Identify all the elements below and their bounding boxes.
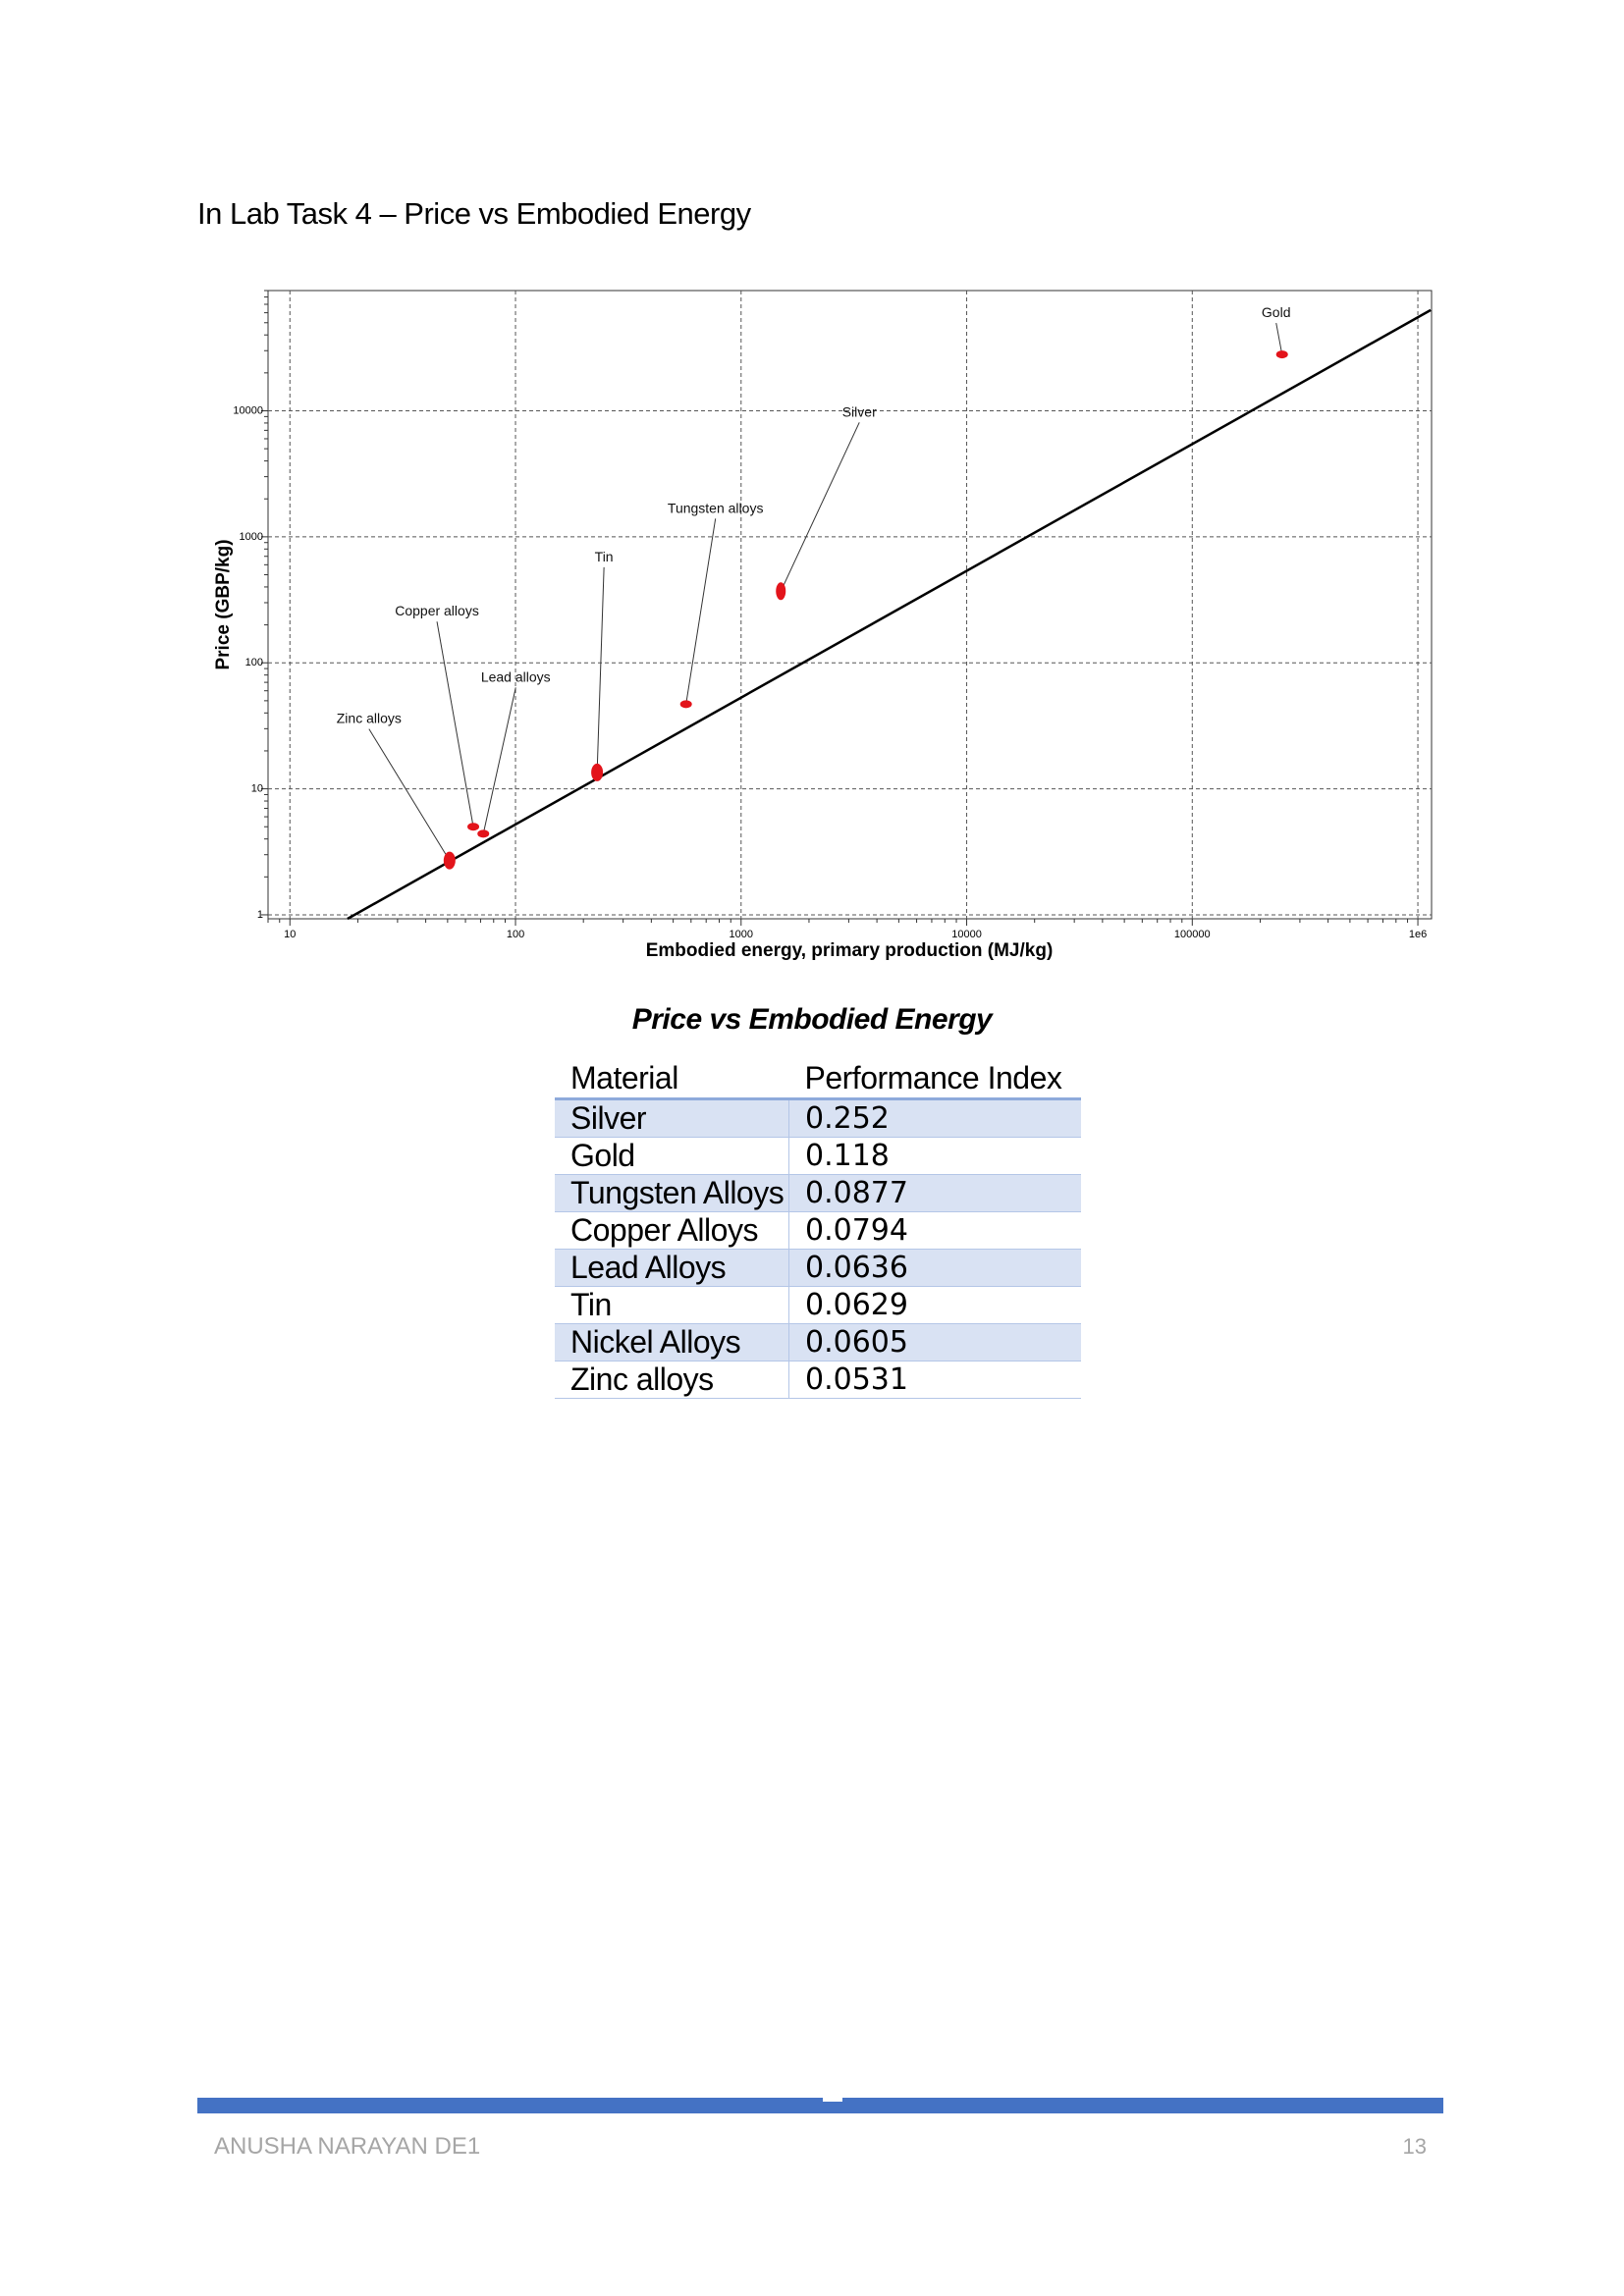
- annotation-leader-line: [1275, 323, 1283, 355]
- data-point-gold: [1275, 350, 1288, 359]
- point-label: Silver: [842, 403, 877, 419]
- performance-index-cell: 0.0531: [788, 1361, 1081, 1399]
- x-axis-title: Embodied energy, primary production (MJ/…: [646, 940, 1054, 961]
- performance-index-cell: 0.0794: [788, 1211, 1081, 1250]
- y-tick-label: 1000: [240, 531, 263, 543]
- point-label: Gold: [1262, 304, 1291, 320]
- y-tick-label: 10: [251, 783, 263, 795]
- table-row: Zinc alloys 0.0531: [555, 1361, 1081, 1399]
- data-point-tin: [591, 763, 604, 781]
- point-label: Copper alloys: [395, 603, 479, 618]
- footer-bar: [197, 2098, 1443, 2113]
- chart-caption: Price vs Embodied Energy: [631, 1003, 993, 1036]
- data-point-copper-alloys: [467, 823, 480, 831]
- y-tick-label: 1: [257, 909, 263, 921]
- material-cell: Tungsten Alloys: [555, 1174, 789, 1212]
- plot-area: [267, 290, 1433, 920]
- annotation-leader-line: [368, 728, 451, 861]
- annotation-leader-line: [436, 621, 474, 828]
- y-axis-title: Price (GBP/kg): [213, 539, 234, 669]
- table-row: Silver 0.252: [555, 1098, 1081, 1138]
- table-row: Nickel Alloys 0.0605: [555, 1323, 1081, 1362]
- material-cell: Gold: [555, 1137, 789, 1175]
- header-material: Material: [555, 1058, 789, 1100]
- guide-line: [347, 308, 1432, 921]
- annotation-leader-line: [482, 687, 516, 834]
- point-label: Zinc alloys: [337, 711, 402, 726]
- performance-index-cell: 0.0636: [788, 1249, 1081, 1287]
- data-point-lead-alloys: [477, 829, 490, 838]
- table-row: Lead Alloys 0.0636: [555, 1249, 1081, 1287]
- point-label: Tin: [595, 549, 614, 564]
- annotation-leader-line: [596, 566, 605, 773]
- material-cell: Nickel Alloys: [555, 1323, 789, 1362]
- data-point-tungsten-alloys: [679, 700, 692, 709]
- point-label: Tungsten alloys: [668, 500, 764, 515]
- material-cell: Zinc alloys: [555, 1361, 789, 1399]
- page-heading: In Lab Task 4 – Price vs Embodied Energy: [197, 196, 751, 231]
- performance-index-table: Material Performance Index Silver 0.252 Go…: [555, 1058, 1081, 1399]
- x-tick-label: 10: [284, 929, 296, 940]
- table-row: Tungsten Alloys 0.0877: [555, 1174, 1081, 1212]
- y-tick-label: 10000: [233, 404, 263, 416]
- footer-bar-notch: [823, 2098, 842, 2102]
- data-point-zinc-alloys: [443, 851, 456, 870]
- table-header-row: Material Performance Index: [555, 1058, 1081, 1100]
- x-tick-label: 1000: [730, 929, 753, 940]
- table-row: Gold 0.118: [555, 1137, 1081, 1175]
- performance-index-cell: 0.0629: [788, 1286, 1081, 1324]
- x-tick-label: 100000: [1174, 929, 1211, 940]
- footer-page-number: 13: [1402, 2134, 1427, 2159]
- price-vs-energy-chart: 10 100 1000 10000 100000 1e6 1 10 100 1000 10000 G…: [213, 290, 1433, 961]
- x-tick-label: 100: [507, 929, 524, 940]
- table-row: Tin 0.0629: [555, 1286, 1081, 1324]
- performance-index-cell: 0.0877: [788, 1174, 1081, 1212]
- annotation-leader-line: [780, 422, 860, 592]
- performance-index-cell: 0.0605: [788, 1323, 1081, 1362]
- header-performance-index: Performance Index: [788, 1058, 1081, 1100]
- footer-author: ANUSHA NARAYAN DE1: [214, 2133, 481, 2160]
- material-cell: Lead Alloys: [555, 1249, 789, 1287]
- performance-index-cell: 0.252: [788, 1098, 1081, 1138]
- performance-index-cell: 0.118: [788, 1137, 1081, 1175]
- y-tick-label: 100: [245, 657, 263, 668]
- point-label: Lead alloys: [481, 668, 551, 684]
- material-cell: Tin: [555, 1286, 789, 1324]
- data-point-silver: [776, 582, 786, 601]
- table-row: Copper Alloys 0.0794: [555, 1211, 1081, 1250]
- annotation-leader-line: [685, 518, 717, 705]
- x-tick-label: 10000: [951, 929, 982, 940]
- material-cell: Silver: [555, 1098, 789, 1138]
- x-tick-label: 1e6: [1409, 929, 1427, 940]
- material-cell: Copper Alloys: [555, 1211, 789, 1250]
